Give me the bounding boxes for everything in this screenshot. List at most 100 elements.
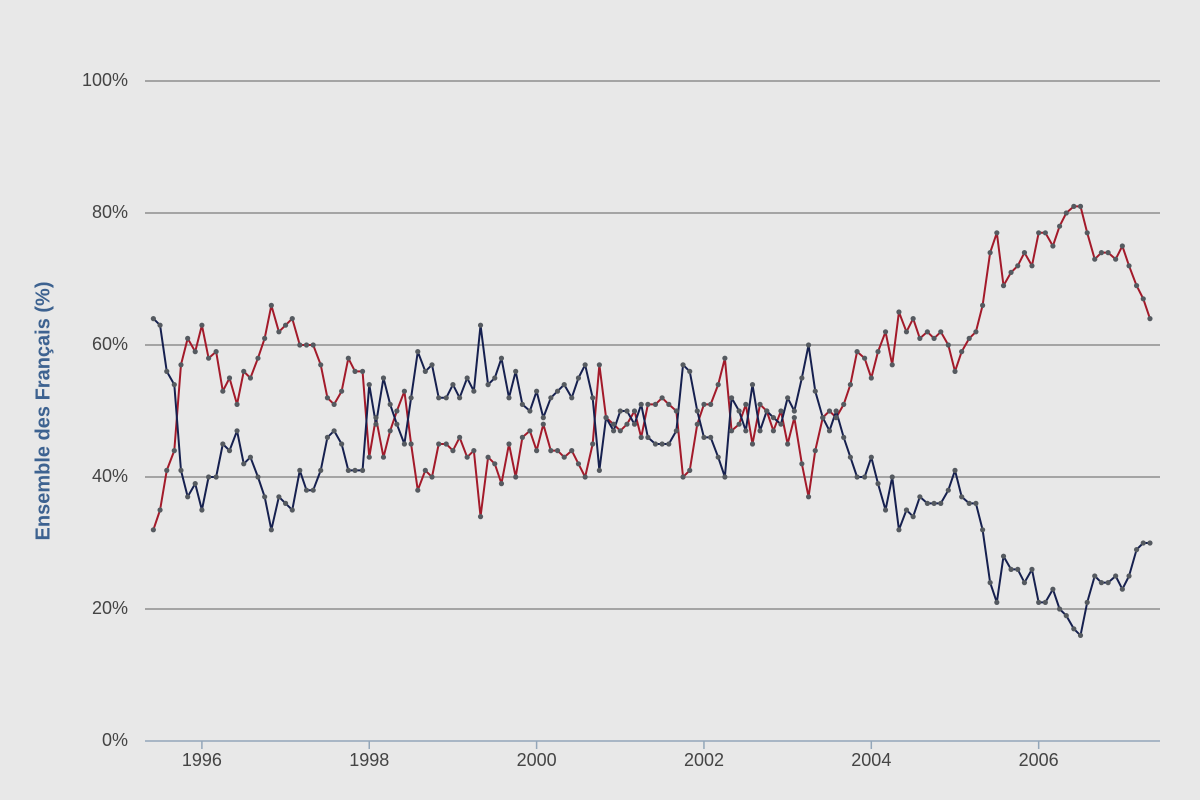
- point: [1056, 606, 1063, 612]
- point: [638, 401, 644, 407]
- point: [234, 401, 240, 407]
- point: [924, 329, 930, 335]
- point: [945, 487, 951, 493]
- point: [575, 461, 582, 467]
- point: [987, 250, 993, 256]
- point: [799, 375, 805, 381]
- point: [569, 448, 575, 454]
- point: [262, 494, 268, 500]
- point: [1077, 203, 1084, 209]
- point: [1050, 586, 1056, 592]
- point: [471, 448, 477, 454]
- point: [220, 441, 226, 447]
- point: [339, 441, 345, 447]
- point: [241, 368, 247, 374]
- point: [680, 362, 686, 368]
- point: [408, 441, 414, 447]
- point: [303, 487, 310, 493]
- point: [1147, 540, 1153, 546]
- point: [150, 316, 156, 322]
- y-tick-label: 80%: [92, 202, 128, 222]
- point: [875, 349, 881, 355]
- point: [931, 500, 937, 506]
- point: [966, 335, 972, 341]
- point: [1126, 263, 1132, 269]
- point: [757, 401, 763, 407]
- point: [889, 474, 895, 480]
- point: [666, 441, 672, 447]
- point: [324, 434, 331, 440]
- point: [540, 415, 546, 421]
- point: [910, 316, 916, 322]
- point: [785, 395, 791, 401]
- point: [157, 322, 163, 328]
- point: [1050, 243, 1056, 249]
- point: [359, 368, 366, 374]
- point: [1071, 203, 1077, 209]
- point: [268, 302, 274, 308]
- point: [826, 408, 833, 414]
- point: [736, 408, 742, 414]
- point: [401, 441, 407, 447]
- point: [770, 415, 777, 421]
- y-tick-label: 0%: [102, 730, 128, 750]
- point: [631, 408, 638, 414]
- point: [527, 408, 533, 414]
- point: [854, 474, 860, 480]
- x-tick-label: 1996: [182, 750, 222, 770]
- point: [527, 428, 533, 434]
- point: [255, 474, 261, 480]
- point: [241, 461, 247, 467]
- point: [778, 421, 784, 427]
- point: [980, 527, 986, 533]
- point: [415, 349, 421, 355]
- point: [1042, 230, 1048, 236]
- point: [1119, 243, 1125, 249]
- point: [966, 500, 972, 506]
- point: [1147, 316, 1153, 322]
- point: [673, 428, 679, 434]
- point: [213, 474, 219, 480]
- point: [485, 382, 491, 388]
- point: [422, 467, 428, 473]
- point: [778, 408, 784, 414]
- point: [610, 421, 617, 427]
- point: [1015, 263, 1021, 269]
- point: [791, 408, 797, 414]
- point: [743, 428, 749, 434]
- point: [952, 467, 958, 473]
- point: [1071, 626, 1077, 632]
- point: [791, 415, 797, 421]
- point: [534, 448, 540, 454]
- point: [506, 395, 512, 401]
- point: [1036, 599, 1042, 606]
- point: [847, 454, 853, 460]
- point: [903, 329, 910, 335]
- point: [805, 494, 812, 500]
- x-tick-label: 2006: [1019, 750, 1059, 770]
- point: [318, 467, 324, 473]
- point: [1113, 573, 1119, 579]
- point: [617, 408, 623, 414]
- point: [178, 467, 184, 473]
- point: [310, 487, 316, 493]
- point: [715, 382, 721, 388]
- point: [359, 467, 366, 473]
- point: [554, 388, 561, 394]
- point: [380, 375, 387, 381]
- point: [178, 362, 184, 368]
- point: [422, 368, 428, 374]
- point: [596, 467, 602, 473]
- point: [192, 481, 198, 487]
- point: [450, 448, 456, 454]
- point: [875, 481, 881, 487]
- point: [994, 599, 1000, 606]
- point: [652, 441, 659, 447]
- point: [701, 434, 707, 440]
- point: [380, 454, 387, 460]
- point: [757, 428, 763, 434]
- point: [457, 395, 463, 401]
- point: [171, 382, 177, 388]
- point: [862, 474, 868, 480]
- point: [945, 342, 951, 348]
